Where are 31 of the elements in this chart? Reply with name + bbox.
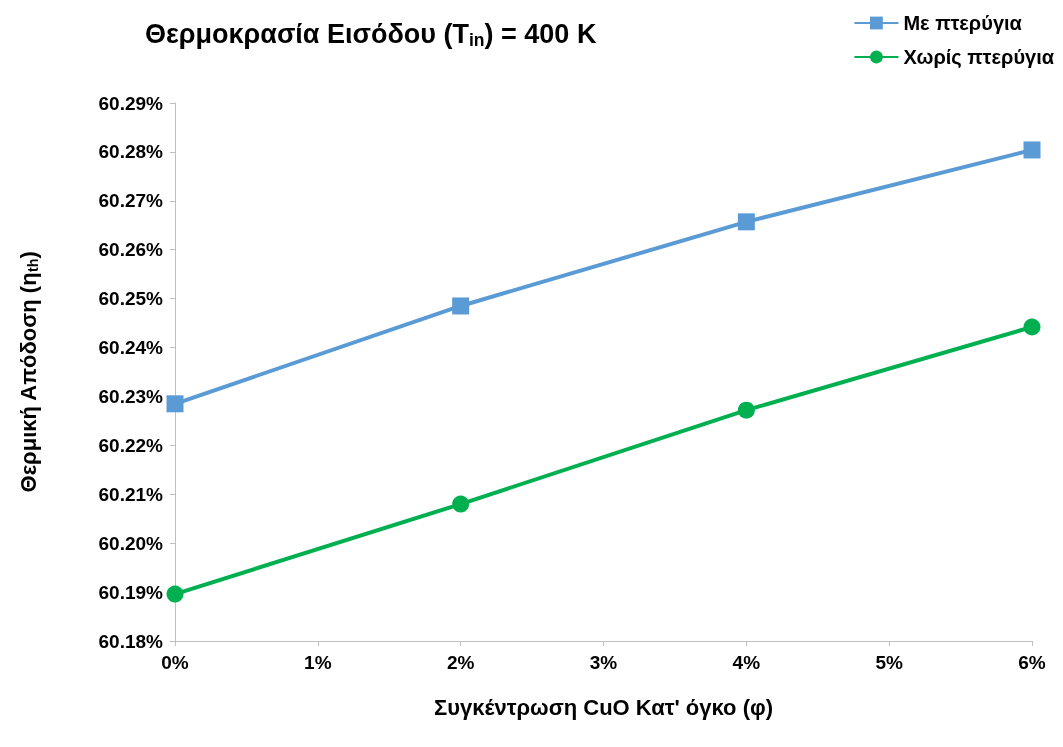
y-tick-label: 60.19% — [98, 581, 164, 603]
x-tick-label: 2% — [446, 652, 475, 673]
y-axis-title: Θερμική Απόδοση (ηth) — [15, 251, 41, 493]
x-axis-title: Συγκέντρωση CuO Κατ' όγκο (φ) — [433, 694, 774, 720]
point — [737, 401, 755, 419]
y-tick-label: 60.18% — [98, 630, 164, 652]
point — [166, 585, 184, 603]
legend-label: Χωρίς πτερύγια — [903, 46, 1055, 68]
y-tick-label: 60.29% — [98, 92, 164, 114]
x-tick-label: 5% — [875, 652, 903, 673]
y-tick-label: 60.20% — [98, 532, 164, 554]
y-tick-label: 60.22% — [98, 434, 164, 456]
y-tick-label: 60.26% — [98, 239, 164, 261]
y-tick-label: 60.24% — [98, 337, 164, 359]
point — [452, 297, 470, 315]
y-tick-label: 60.25% — [98, 288, 164, 310]
y-tick-label: 60.21% — [98, 483, 164, 505]
point — [1023, 141, 1041, 159]
x-tick-label: 1% — [304, 652, 332, 673]
x-tick-label: 6% — [1018, 652, 1046, 673]
point — [166, 395, 184, 413]
point — [1023, 318, 1041, 336]
y-tick-label: 60.28% — [98, 141, 164, 163]
y-tick-label: 60.27% — [98, 190, 164, 212]
x-tick-label: 0% — [161, 652, 189, 673]
x-tick-label: 4% — [732, 652, 761, 673]
y-tick-label: 60.23% — [98, 385, 164, 407]
point — [452, 495, 470, 513]
legend-label: Με πτερύγια — [903, 12, 1023, 34]
x-tick-label: 3% — [589, 652, 618, 673]
point — [737, 213, 755, 231]
